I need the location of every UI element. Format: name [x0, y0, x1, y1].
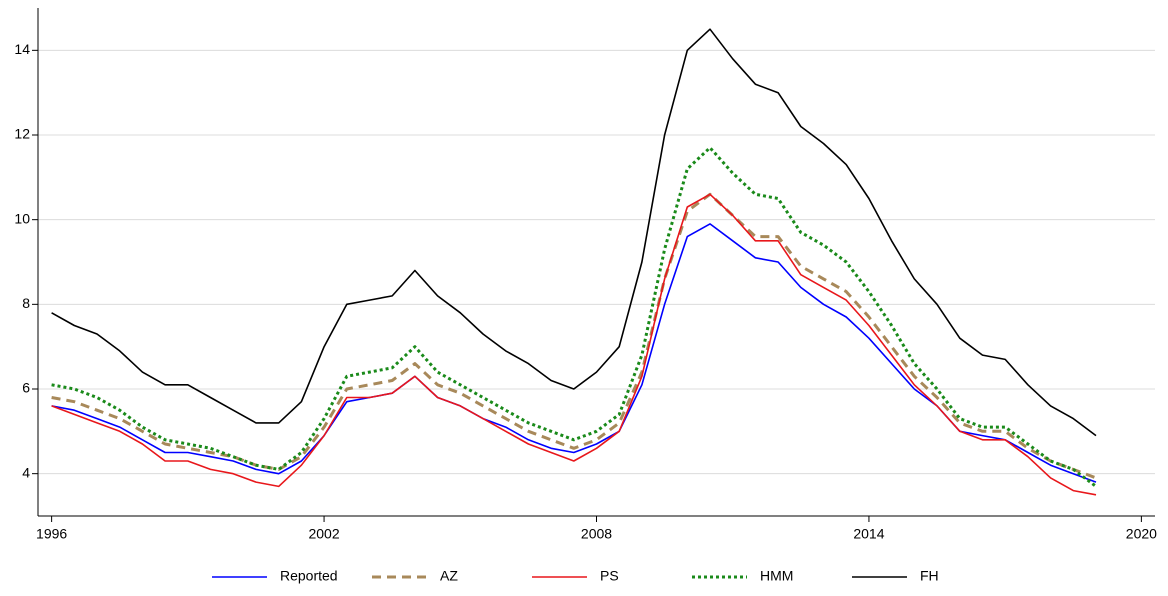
x-tick-label: 1996: [36, 526, 67, 542]
series-line: [51, 193, 1097, 496]
series-line: [51, 28, 1097, 437]
legend-label: AZ: [440, 568, 458, 584]
x-tick-label: 2002: [308, 526, 339, 542]
series-line: [51, 146, 1097, 488]
series-line: [51, 223, 1097, 483]
legend-label: Reported: [280, 568, 338, 584]
x-tick-label: 2020: [1126, 526, 1157, 542]
y-tick-label: 8: [22, 295, 30, 311]
legend-label: PS: [600, 568, 619, 584]
x-tick-label: 2008: [581, 526, 612, 542]
y-tick-label: 4: [22, 464, 30, 480]
y-tick-label: 12: [14, 126, 30, 142]
legend-label: FH: [920, 568, 939, 584]
x-tick-label: 2014: [853, 526, 884, 542]
y-tick-label: 6: [22, 380, 30, 396]
y-tick-label: 14: [14, 41, 30, 57]
series-line: [51, 192, 1097, 480]
y-tick-label: 10: [14, 210, 30, 226]
legend-label: HMM: [760, 568, 793, 584]
